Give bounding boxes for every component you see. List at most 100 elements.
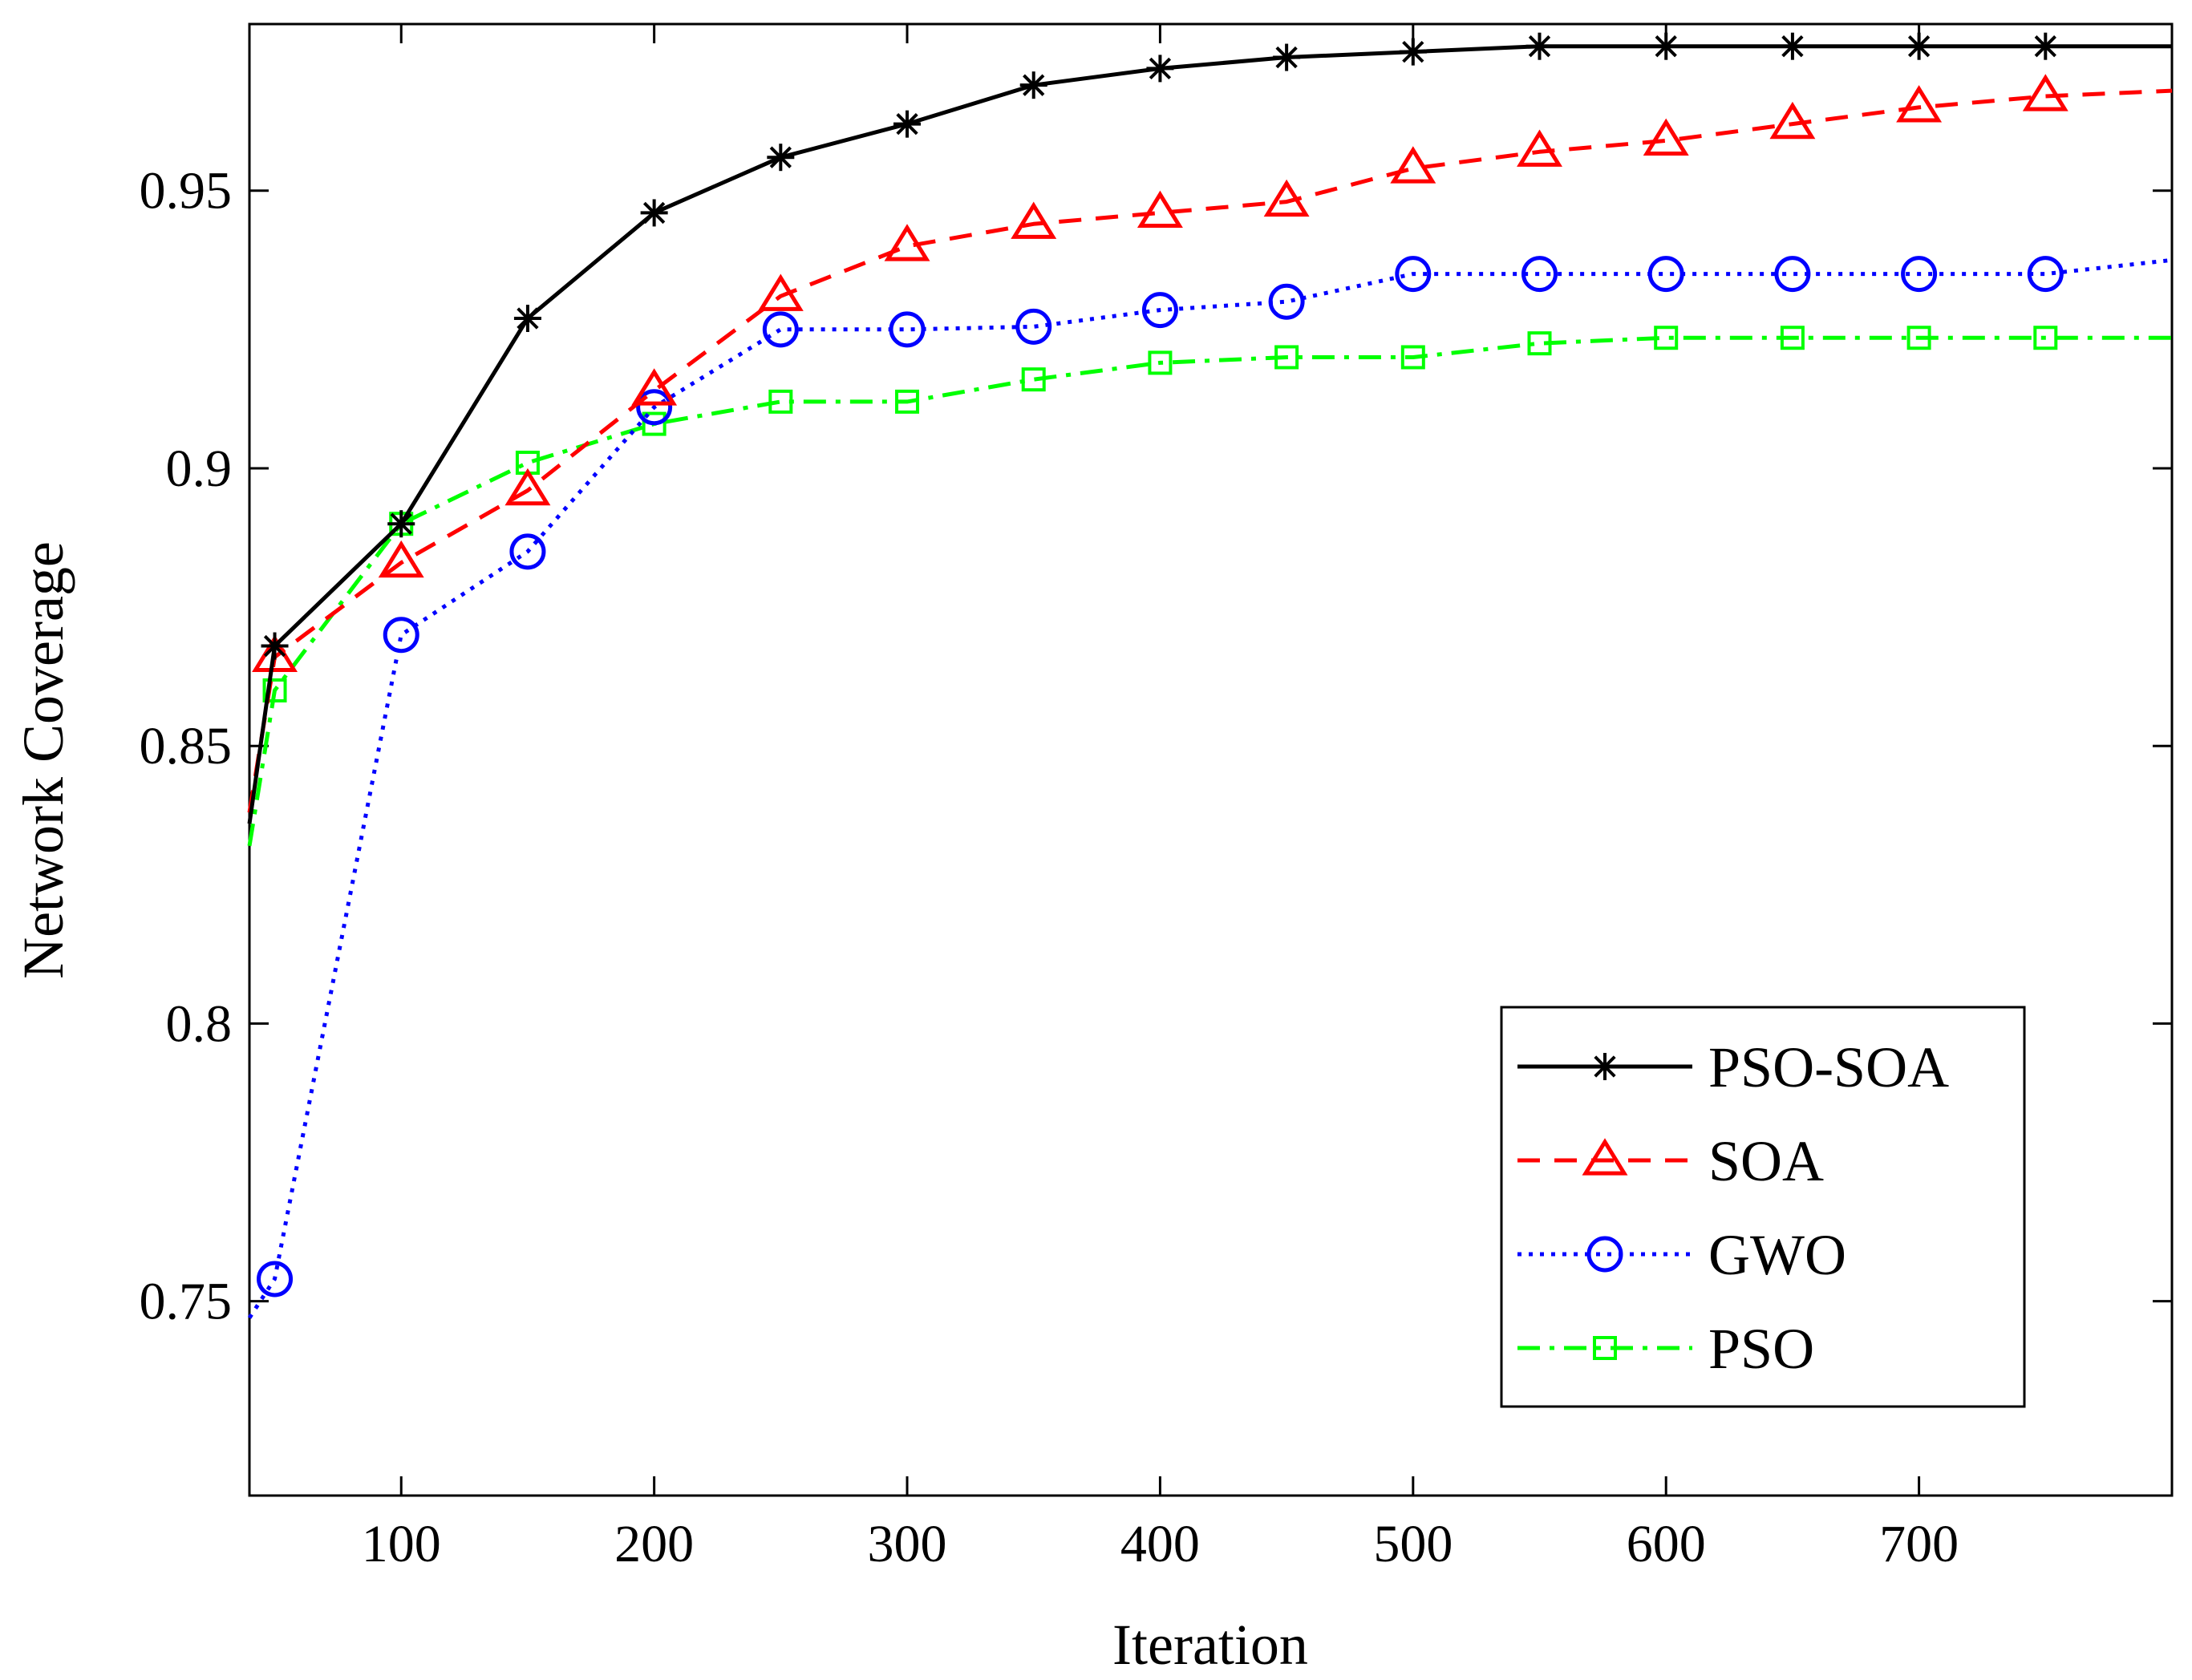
- asterisk-stroke: [517, 307, 539, 330]
- y-tick-label: 0.95: [140, 162, 233, 221]
- series-layer: [247, 32, 2173, 1319]
- data-point-marker: [1780, 326, 1805, 350]
- data-point-marker: [1643, 118, 1689, 156]
- data-point-marker: [1011, 201, 1057, 239]
- series-line: [247, 88, 2173, 813]
- data-point-marker: [1778, 32, 1806, 60]
- y-tick-label: 0.8: [166, 994, 233, 1053]
- asterisk-stroke: [769, 146, 792, 168]
- asterisk-stroke: [1275, 46, 1298, 69]
- x-tick-label: 600: [1627, 1515, 1706, 1573]
- data-point-marker: [1146, 55, 1174, 83]
- y-axis-label: Network Coverage: [11, 541, 75, 979]
- legend-marker: [1586, 1236, 1623, 1273]
- data-point-marker: [2027, 256, 2064, 293]
- data-point-marker: [1906, 326, 1931, 350]
- legend-entries: PSO-SOA SOA GWO PSO: [1517, 1035, 1949, 1381]
- data-point-marker: [1905, 32, 1933, 60]
- data-point-marker: [383, 617, 419, 654]
- data-point-marker: [640, 199, 668, 227]
- data-point-marker: [1774, 256, 1811, 293]
- data-point-marker: [1395, 256, 1432, 293]
- legend: PSO-SOA SOA GWO PSO: [1500, 1006, 2026, 1408]
- data-point-marker: [1148, 350, 1173, 375]
- data-point-marker: [1015, 308, 1052, 345]
- legend-entry: GWO: [1517, 1223, 1846, 1287]
- data-point-marker: [895, 389, 920, 414]
- data-point-marker: [1021, 367, 1046, 392]
- asterisk-stroke: [1528, 35, 1551, 58]
- legend-entry: SOA: [1517, 1129, 1824, 1193]
- legend-label: PSO: [1708, 1317, 1814, 1381]
- data-point-marker: [1274, 345, 1299, 370]
- x-tick-label: 300: [868, 1515, 947, 1573]
- data-point-marker: [1263, 179, 1310, 217]
- legend-label: PSO-SOA: [1708, 1035, 1949, 1099]
- data-point-marker: [1399, 38, 1427, 66]
- asterisk-stroke: [1781, 35, 1804, 58]
- data-point-marker: [509, 533, 546, 570]
- legend-label: SOA: [1708, 1129, 1824, 1193]
- asterisk-stroke: [896, 112, 918, 136]
- data-point-marker: [1273, 43, 1301, 71]
- data-point-marker: [2032, 32, 2060, 60]
- data-point-marker: [1141, 292, 1178, 329]
- data-point-marker: [1654, 326, 1679, 350]
- legend-marker: [1591, 1053, 1619, 1080]
- data-point-marker: [893, 110, 922, 138]
- data-point-marker: [513, 305, 541, 332]
- x-tick-label: 500: [1373, 1515, 1453, 1573]
- asterisk-stroke: [1655, 35, 1677, 58]
- data-point-marker: [1400, 345, 1425, 370]
- asterisk-stroke: [2034, 35, 2056, 58]
- y-tick-label: 0.75: [140, 1273, 233, 1331]
- data-point-marker: [1652, 32, 1680, 60]
- x-tick-label: 200: [614, 1515, 694, 1573]
- data-point-marker: [1647, 256, 1684, 293]
- legend-marker: [1593, 1336, 1617, 1360]
- legend-entry: PSO-SOA: [1517, 1035, 1949, 1099]
- data-point-marker: [261, 632, 289, 660]
- legend-box: [1500, 1006, 2026, 1408]
- data-point-marker: [767, 144, 795, 172]
- legend-marker: [1582, 1138, 1628, 1176]
- axis-ticks: 100 200 300 400 500 600 700 0.75 0.8 0.85 0.9 0.95: [140, 24, 2172, 1573]
- data-point-marker: [762, 311, 799, 348]
- data-point-marker: [1527, 331, 1552, 356]
- asterisk-stroke: [1023, 74, 1045, 96]
- y-tick-label: 0.85: [140, 717, 233, 775]
- data-point-marker: [1019, 71, 1047, 99]
- data-point-marker: [1901, 256, 1938, 293]
- asterisk-stroke: [1594, 1055, 1616, 1078]
- data-point-marker: [636, 389, 673, 426]
- series-pso-soa: [247, 32, 2172, 824]
- data-point-marker: [1769, 101, 1816, 140]
- x-tick-label: 100: [362, 1515, 441, 1573]
- data-point-marker: [1521, 256, 1558, 293]
- data-point-marker: [387, 510, 415, 538]
- y-tick-label: 0.9: [166, 439, 233, 498]
- data-point-marker: [1525, 32, 1554, 60]
- data-point-marker: [1896, 85, 1943, 123]
- data-point-marker: [2033, 326, 2058, 350]
- series-gwo: [247, 256, 2173, 1319]
- data-point-marker: [768, 389, 793, 414]
- data-point-marker: [257, 1261, 294, 1297]
- asterisk-stroke: [1907, 35, 1931, 58]
- data-point-marker: [642, 411, 667, 436]
- data-point-marker: [884, 224, 930, 261]
- asterisk-stroke: [390, 512, 412, 535]
- asterisk-stroke: [1402, 40, 1424, 63]
- legend-entry: PSO: [1517, 1317, 1814, 1381]
- x-tick-label: 700: [1879, 1515, 1959, 1573]
- data-point-marker: [1137, 190, 1183, 229]
- data-point-marker: [1390, 146, 1436, 184]
- data-point-marker: [504, 468, 551, 506]
- asterisk-stroke: [1149, 57, 1172, 80]
- data-point-marker: [1268, 283, 1305, 320]
- series-soa: [247, 74, 2173, 813]
- data-point-marker: [631, 368, 678, 406]
- x-axis-label: Iteration: [1112, 1613, 1308, 1677]
- data-point-marker: [757, 273, 804, 311]
